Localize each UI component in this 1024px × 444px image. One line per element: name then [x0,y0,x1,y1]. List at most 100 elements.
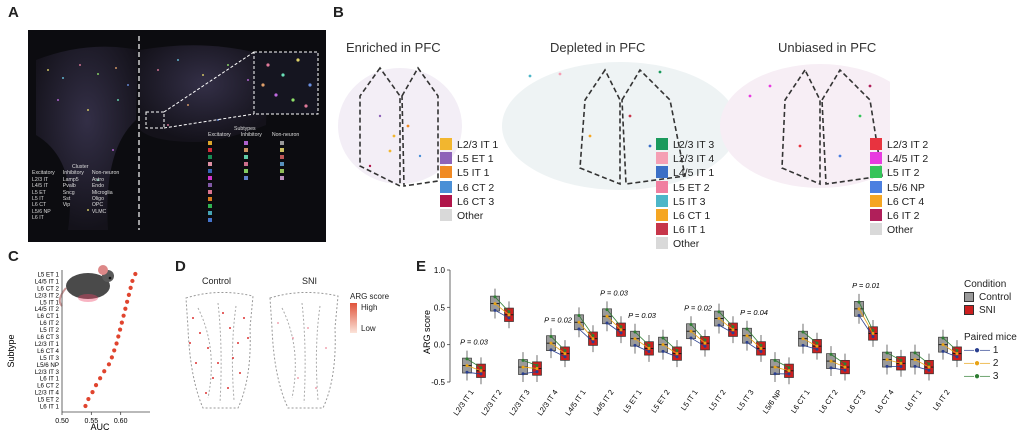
e-p-value: P = 0.02 [544,315,573,324]
e-pair-point [479,366,483,370]
panel-e-letter: E [416,258,427,275]
legend-item: Lamp5 [62,176,79,183]
e-x-tick-label: L4/5 IT 1 [563,388,587,417]
d-colorbar: ARG score High Low [350,292,389,333]
e-pair-point [773,358,777,362]
c-point [116,334,121,339]
e-pair-point [829,366,833,370]
legend-item: —●— 2 [964,358,999,369]
c-ylabel: Subtype [6,334,16,367]
legend-item: L2/3 IT 3 [656,138,714,152]
e-pair-point [871,331,875,335]
c-tick-label: L6 CT 2 [37,383,59,390]
e-x-tick-label: L5 IT 1 [679,388,700,412]
e-pair-line [494,303,510,316]
e-x-tick-label: L6 CT 1 [789,388,812,415]
e-pair-point [787,372,791,376]
e-pair-point [647,350,651,354]
e-pair-line [662,351,678,358]
e-pair-line [774,359,790,369]
e-p-value: P = 0.04 [740,308,768,317]
e-pair-point [717,310,721,314]
legend-item: L6 IT 1 [656,223,714,237]
e-pair-point [913,364,917,368]
e-pair-point [549,341,553,345]
c-tick-label: L5 IT 2 [40,327,60,334]
e-pair-point [507,310,511,314]
e-pair-point [535,370,539,374]
e-pair-line [802,331,818,344]
panel-b-maps [338,62,890,190]
e-pair-line [746,335,762,349]
legend-item: —●— 1 [964,345,999,356]
c-point [125,299,130,304]
e-pair-line [606,322,622,334]
c-point [86,396,91,402]
e-pair-line [522,366,538,369]
c-point [112,348,117,353]
e-pair-line [942,337,958,351]
pair-marker: —●— [964,371,993,382]
legend-item: L5/6 NP [870,180,928,195]
legend-item: —●— 3 [964,371,999,382]
b-legend-enriched: L2/3 IT 1 L5 ET 1 L5 IT 1 L6 CT 2 L6 CT … [440,138,498,223]
panel-a-subtype-legend: Subtypes Excitatory Inhibitory Non-neuro… [208,126,318,241]
d-title-sni: SNI [302,276,318,286]
c-tick-label: L6 IT 2 [40,320,60,327]
b-map-depleted [502,62,738,190]
e-pair-point [815,347,819,351]
e-pair-point [647,343,651,347]
e-pair-point [675,355,679,359]
e-pair-line [634,338,650,349]
e-pair-point [801,343,805,347]
e-pair-point [913,351,917,355]
e-pair-line [550,349,566,358]
e-x-tick-label: L2/3 IT 4 [535,388,559,417]
colorbar-title: ARG score [350,292,390,301]
e-pair-point [885,358,889,362]
c-tick-label: L6 CT 1 [37,313,59,320]
panel-a-brain-svg [36,36,319,231]
e-pair-line [550,336,566,351]
e-pair-line [718,324,734,334]
e-pair-point [871,328,875,332]
e-pair-line [942,351,958,358]
panel-a-cluster-legend: Cluster Excitatory L2/3 IT L4/5 IT L5 ET… [32,164,119,222]
legend-item: Pvalb [62,183,76,190]
e-pair-point [857,307,861,311]
e-pair-point [801,337,805,341]
swatch [440,180,452,193]
b-title-depleted: Depleted in PFC [550,40,646,55]
swatch [440,209,452,222]
c-point [98,376,103,381]
c-point [109,355,114,360]
legend-item: L6 CT 4 [870,194,928,209]
e-pair-point [507,313,511,317]
e-pair-line [830,354,846,365]
legend-item: L6 CT 3 [440,194,498,209]
d-map-control [185,291,254,409]
panel-c-chart: Subtype AUC L5 ET 1L4/5 IT 1L6 CT 2L2/3 … [6,265,150,432]
e-pair-point [661,349,665,353]
legend-item: OPC [91,202,104,209]
e-pair-point [493,302,497,306]
c-point [119,320,124,325]
e-pair-line [914,359,930,368]
e-x-tick-label: L6 IT 2 [931,388,952,412]
e-pair-point [465,357,469,361]
e-pair-point [759,346,763,350]
e-pair-point [899,364,903,368]
e-pair-point [801,330,805,334]
e-x-tick-label: L5 ET 1 [621,388,643,415]
e-legend: Condition Control SNI Paired mice —●— 1 … [964,278,1017,383]
zoom-box-small [145,111,165,129]
e-p-value: P = 0.03 [628,311,657,320]
subtypes-header: Subtypes [234,126,256,132]
b-map-enriched [338,66,462,188]
pair-marker: —●— [964,358,993,369]
e-pair-line [858,308,874,334]
e-pair-point [479,372,483,376]
e-pair-point [731,331,735,335]
e-pair-point [577,327,581,331]
legend-item: Other [870,223,928,237]
